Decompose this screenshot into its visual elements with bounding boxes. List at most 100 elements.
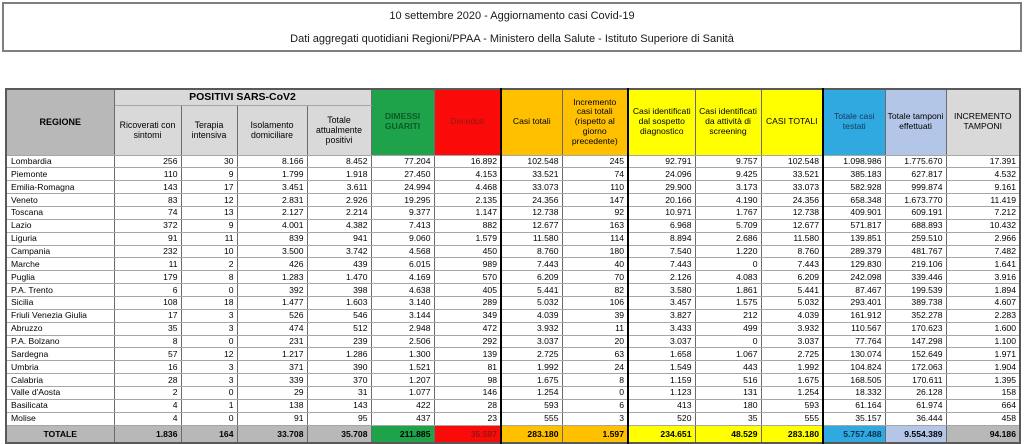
value-cell: 3.144 [370, 308, 435, 323]
value-cell: 3.742 [306, 244, 372, 259]
report-title-box: 10 settembre 2020 - Aggiornamento casi C… [2, 2, 1022, 52]
value-cell: 91 [236, 411, 308, 426]
table-row: Marche 11 2 426 439 6.015 989 7.443 40 7.443 0 7.44… [5, 257, 1021, 272]
total-value-cell: 35.708 [306, 424, 372, 444]
value-cell: 426 [236, 257, 308, 272]
table-row: P.A. Trento 6 0 392 398 4.638 405 5.441 82 3.580 1… [5, 283, 1021, 297]
value-cell: 161.912 [822, 308, 886, 323]
value-cell: 516 [694, 373, 762, 387]
region-cell: Lazio [5, 218, 115, 233]
table-row: Campania 232 10 3.500 3.742 4.568 450 8.760 180 7… [5, 244, 1021, 259]
value-cell: 6.968 [627, 218, 696, 233]
value-cell: 3.611 [306, 180, 372, 195]
value-cell: 2.966 [945, 231, 1021, 246]
value-cell: 512 [306, 321, 372, 336]
value-cell: 81 [433, 360, 502, 375]
value-cell: 245 [561, 154, 629, 169]
value-cell: 10.432 [945, 218, 1021, 233]
value-cell: 74 [113, 205, 182, 220]
value-cell: 555 [760, 411, 824, 426]
value-cell: 339 [236, 373, 308, 387]
table-row: Abruzzo 35 3 474 512 2.948 472 3.932 11 3.433 499 3… [5, 321, 1021, 336]
value-cell: 8.166 [236, 154, 308, 169]
region-cell: Calabria [5, 373, 115, 387]
value-cell: 39 [561, 308, 629, 323]
value-cell: 0 [180, 283, 238, 297]
value-cell: 1.283 [236, 270, 308, 285]
value-cell: 242.098 [822, 270, 886, 285]
value-cell: 0 [180, 411, 238, 426]
value-cell: 83 [113, 193, 182, 207]
value-cell: 219.106 [884, 257, 947, 272]
value-cell: 1.098.986 [822, 154, 886, 169]
region-cell: Basilicata [5, 398, 115, 413]
value-cell: 28 [113, 373, 182, 387]
total-value-cell: 1.836 [113, 424, 182, 444]
value-cell: 1.575 [694, 295, 762, 310]
value-cell: 110 [561, 180, 629, 195]
value-cell: 2.948 [370, 321, 435, 336]
table-row: Lombardia 256 30 8.166 8.452 77.204 16.892 102.… [5, 154, 1021, 169]
value-cell: 0 [694, 334, 762, 349]
value-cell: 1.675 [760, 373, 824, 387]
value-cell: 1.286 [306, 347, 372, 362]
value-cell: 168.505 [822, 373, 886, 387]
region-cell: Puglia [5, 270, 115, 285]
subheader-terapia-intensiva: Terapia intensiva [180, 104, 238, 156]
value-cell: 664 [945, 398, 1021, 413]
value-cell: 1.767 [694, 205, 762, 220]
value-cell: 2.506 [370, 334, 435, 349]
value-cell: 458 [945, 411, 1021, 426]
value-cell: 92 [561, 205, 629, 220]
value-cell: 138 [236, 398, 308, 413]
value-cell: 7.482 [945, 244, 1021, 259]
value-cell: 3.037 [760, 334, 824, 349]
value-cell: 1.470 [306, 270, 372, 285]
value-cell: 3.916 [945, 270, 1021, 285]
value-cell: 2.725 [760, 347, 824, 362]
value-cell: 989 [433, 257, 502, 272]
value-cell: 1.254 [760, 385, 824, 400]
value-cell: 4.638 [370, 283, 435, 297]
value-cell: 0 [561, 385, 629, 400]
value-cell: 147 [561, 193, 629, 207]
value-cell: 1.971 [945, 347, 1021, 362]
value-cell: 1.147 [433, 205, 502, 220]
value-cell: 3 [180, 321, 238, 336]
value-cell: 370 [306, 373, 372, 387]
value-cell: 33.073 [760, 180, 824, 195]
report-subtitle: Dati aggregati quotidiani Regioni/PPAA -… [290, 32, 734, 45]
region-cell: Liguria [5, 231, 115, 246]
group-header-positivi-sars-cov2: POSITIVI SARS-CoV2 [113, 88, 372, 106]
value-cell: 139 [433, 347, 502, 362]
value-cell: 0 [180, 385, 238, 400]
value-cell: 13 [180, 205, 238, 220]
value-cell: 1.207 [370, 373, 435, 387]
value-cell: 1.904 [945, 360, 1021, 375]
value-cell: 289.379 [822, 244, 886, 259]
value-cell: 7.540 [627, 244, 696, 259]
value-cell: 392 [236, 283, 308, 297]
value-cell: 11.580 [500, 231, 563, 246]
value-cell: 450 [433, 244, 502, 259]
value-cell: 4.190 [694, 193, 762, 207]
region-cell: Sicilia [5, 295, 115, 310]
value-cell: 170.623 [884, 321, 947, 336]
value-cell: 293.401 [822, 295, 886, 310]
table-row: Puglia 179 8 1.283 1.470 4.169 570 6.209 70 2.126… [5, 270, 1021, 285]
value-cell: 1.894 [945, 283, 1021, 297]
value-cell: 999.874 [884, 180, 947, 195]
value-cell: 2.283 [945, 308, 1021, 323]
value-cell: 1.675 [500, 373, 563, 387]
value-cell: 24 [561, 360, 629, 375]
value-cell: 3.457 [627, 295, 696, 310]
value-cell: 8 [180, 270, 238, 285]
value-cell: 437 [370, 411, 435, 426]
value-cell: 29 [236, 385, 308, 400]
table-row: Sardegna 57 12 1.217 1.286 1.300 139 2.725 63 1.6… [5, 347, 1021, 362]
value-cell: 439 [306, 257, 372, 272]
value-cell: 0 [694, 257, 762, 272]
value-cell: 180 [561, 244, 629, 259]
value-cell: 1.217 [236, 347, 308, 362]
value-cell: 8.760 [500, 244, 563, 259]
